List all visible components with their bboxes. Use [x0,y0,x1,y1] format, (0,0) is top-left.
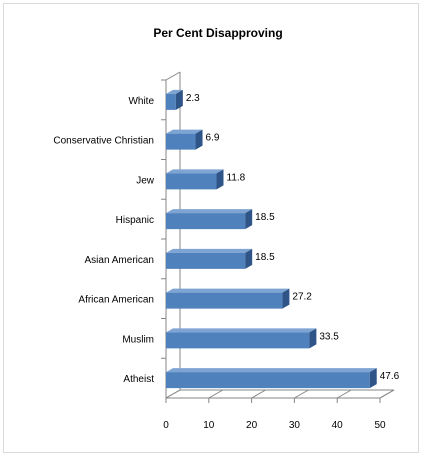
bar-end-face [216,169,224,190]
bar-top-face [166,248,253,253]
bar-top-face [166,209,253,214]
bar [166,133,196,150]
x-tick-label: 50 [374,420,386,431]
bar-top-face [166,129,203,134]
category-label: Hispanic [116,215,154,226]
value-label: 2.3 [186,93,200,104]
bar-end-face [245,209,253,230]
x-floor-line [336,389,352,399]
bar-end-face [175,89,183,110]
chart-title: Per Cent Disapproving [153,26,283,40]
x-tick-label: 20 [246,420,258,431]
category-label: Muslim [122,334,154,345]
value-label: 18.5 [255,252,275,263]
category-label: Atheist [123,374,154,385]
bar-end-face [369,368,377,389]
value-label: 47.6 [380,371,400,382]
bar [166,93,176,110]
bar-end-face [245,248,253,269]
category-label: Jew [136,175,155,186]
y-axis-depth-top [165,71,181,81]
value-label: 27.2 [292,292,312,303]
value-label: 18.5 [255,212,275,223]
category-label: White [128,96,154,107]
category-label: Asian American [85,255,154,266]
bar-end-face [309,328,317,349]
x-tick-label: 10 [203,420,215,431]
bar-end-face [195,129,203,150]
x-tick-label: 0 [163,420,169,431]
value-label: 11.8 [227,172,246,183]
bar-top-face [166,288,290,293]
bar-top-face [166,89,183,94]
chart-labels: 0 10 20 30 40 50 White 2.3 Conservative Christia… [53,93,399,431]
bar [166,173,217,190]
x-floor-line [165,389,181,399]
value-label: 33.5 [319,331,339,342]
bar-top-face [166,328,317,333]
bar [166,252,246,269]
bar [166,292,283,309]
bar [166,332,310,349]
chart-axes [161,71,395,403]
x-floor-line [251,389,266,399]
category-label: African American [78,295,154,306]
x-tick-label: 30 [289,420,301,431]
bar-end-face [282,288,290,309]
bar [166,213,246,230]
x-tick-label: 40 [332,420,344,431]
bar-top-face [166,368,377,373]
x-floor-line [294,389,309,399]
category-label: Conservative Christian [53,136,154,147]
x-floor-line [379,389,395,399]
x-floor-line [208,389,224,399]
chart-bars [166,89,377,389]
bar [166,372,370,389]
value-label: 6.9 [206,133,220,144]
bar-top-face [166,169,224,174]
